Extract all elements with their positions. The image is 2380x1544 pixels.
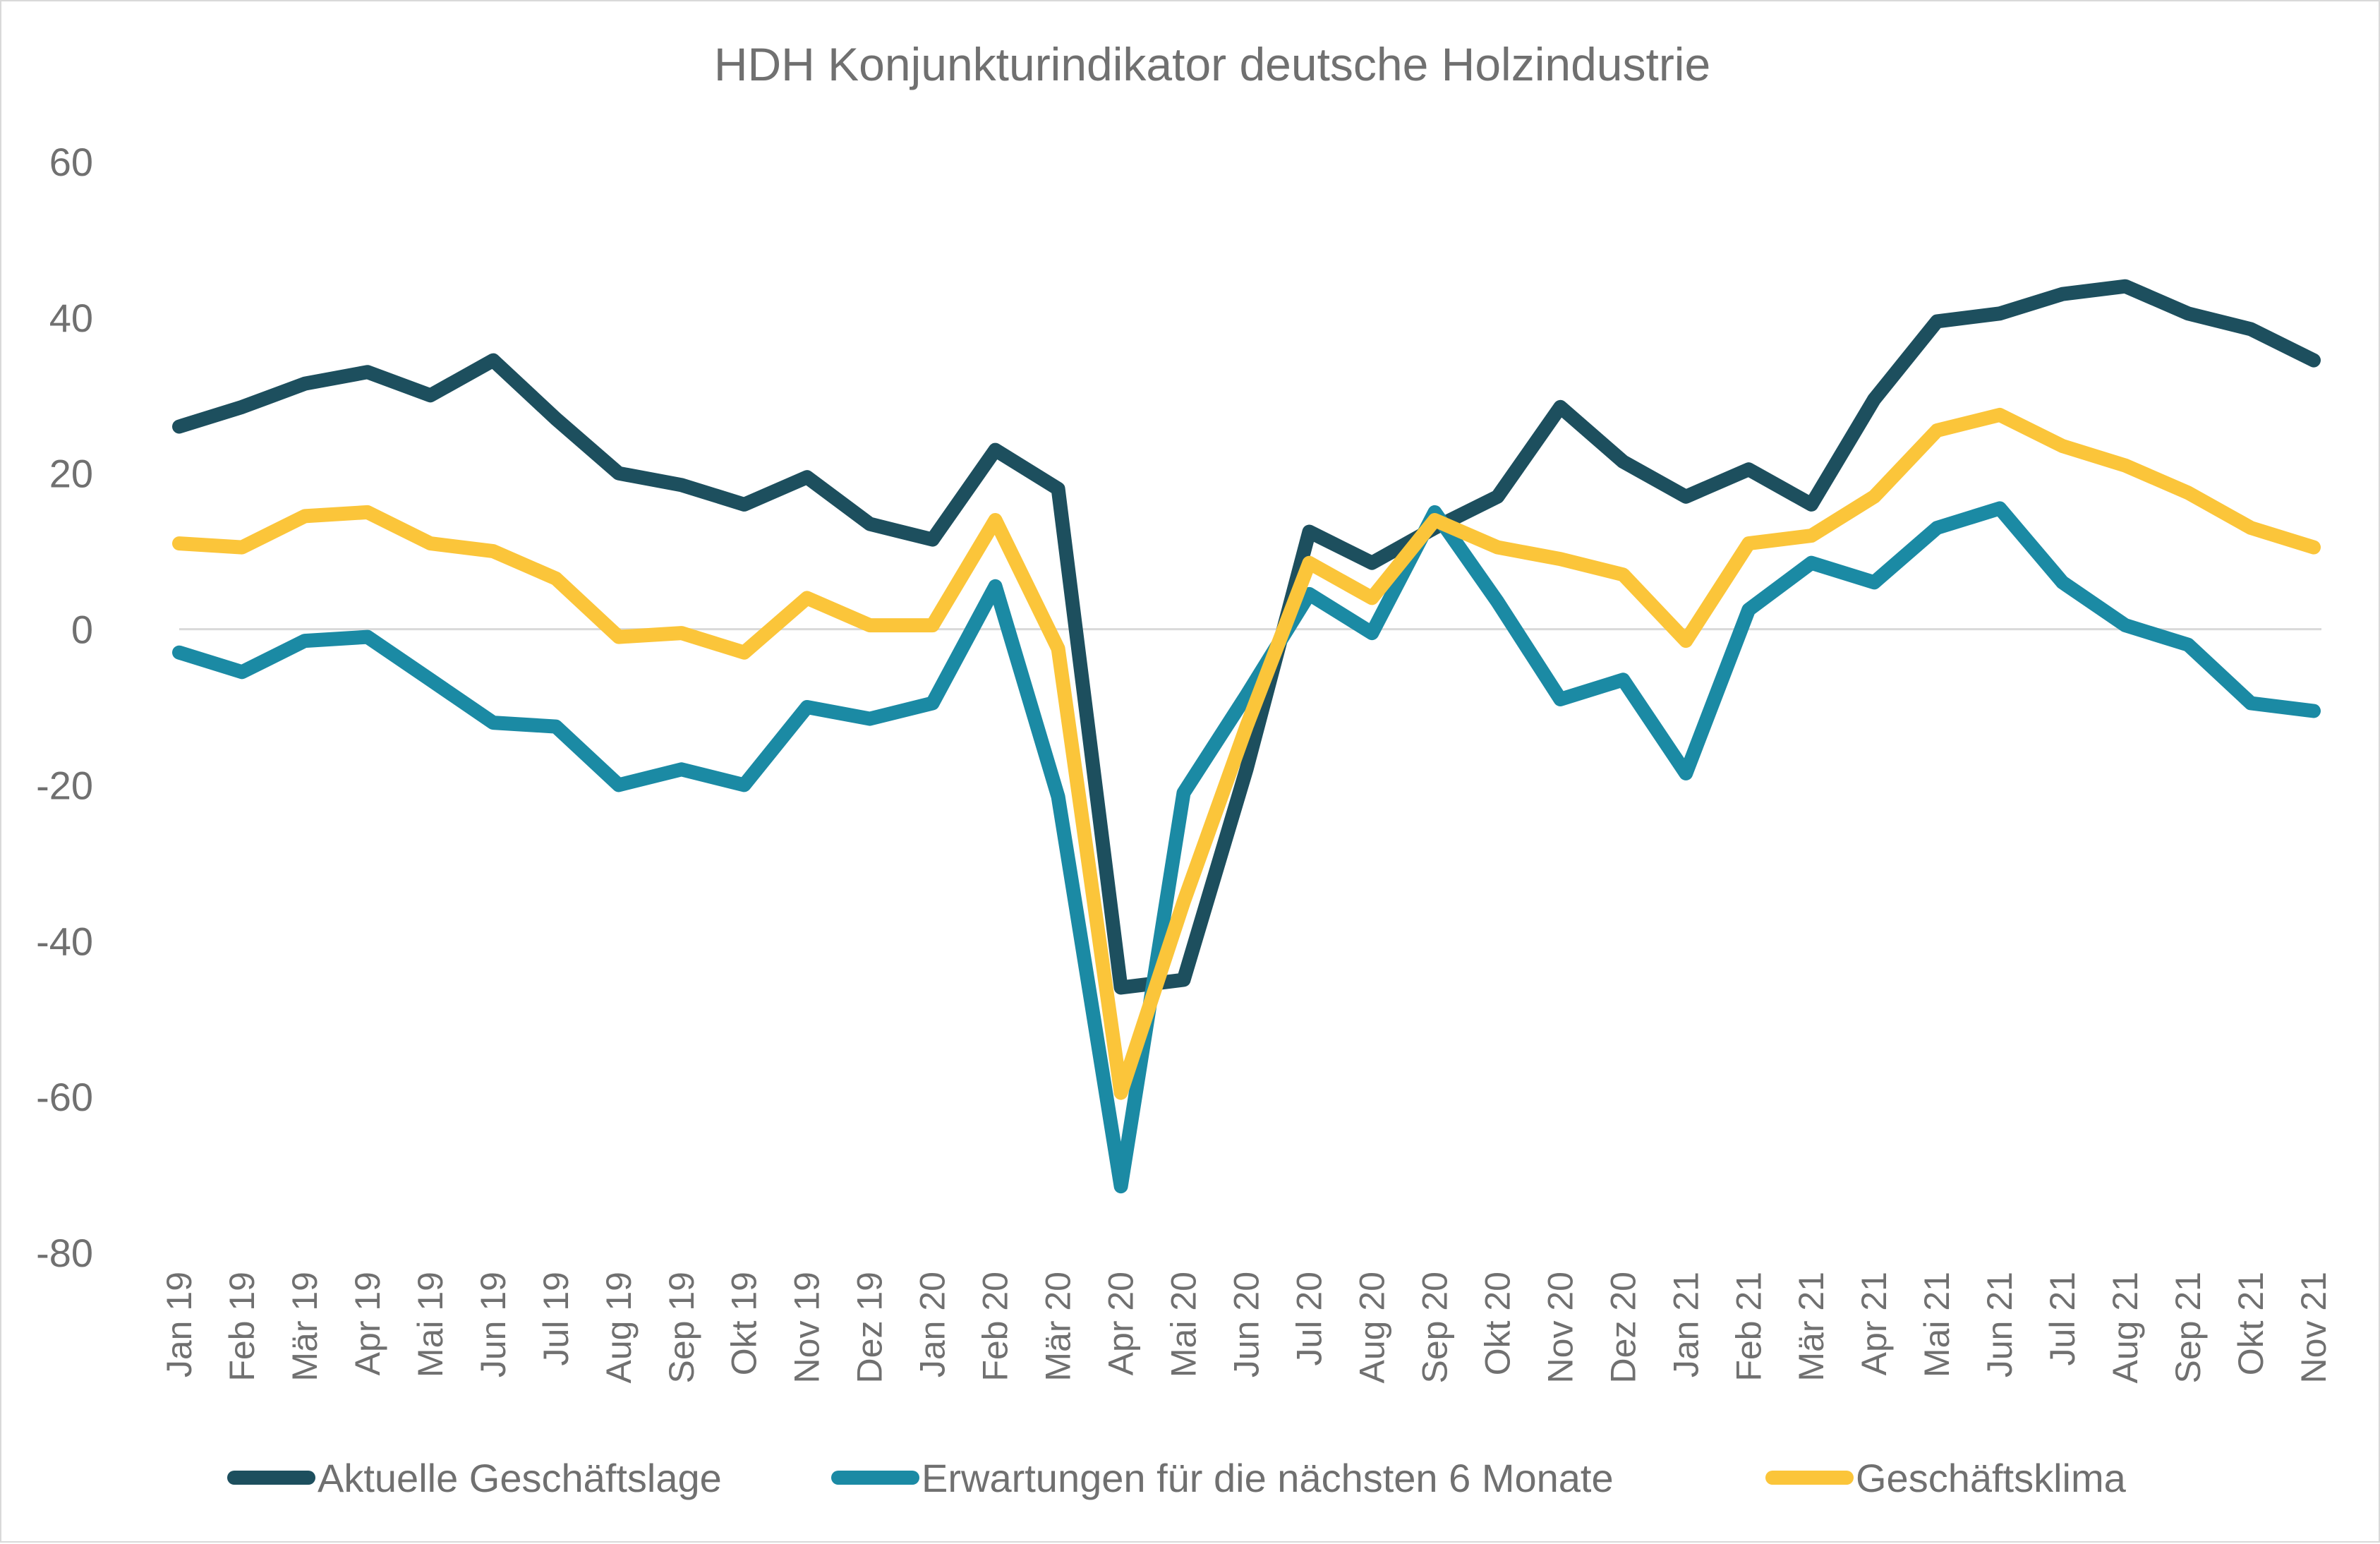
x-tick-label: Dez 20 — [1603, 1272, 1643, 1383]
y-tick-label: -40 — [36, 919, 93, 963]
chart-title: HDH Konjunkturindikator deutsche Holzind… — [714, 38, 1710, 90]
x-tick-label: Feb 19 — [222, 1272, 262, 1382]
legend-label-2: Erwartungen für die nächsten 6 Monate — [922, 1456, 1614, 1500]
x-tick-label: Nov 19 — [787, 1272, 827, 1383]
y-tick-label: 0 — [71, 608, 93, 652]
series-line-2 — [172, 501, 2321, 1194]
x-tick-label: Aug 21 — [2106, 1272, 2145, 1383]
y-tick-label: 20 — [49, 452, 93, 496]
x-tick-label: Sep 19 — [662, 1272, 701, 1383]
x-tick-label: Apr 20 — [1101, 1272, 1141, 1375]
legend-label-3: Geschäftsklima — [1856, 1456, 2127, 1500]
x-tick-label: Okt 21 — [2231, 1272, 2271, 1375]
x-tick-label: Feb 20 — [976, 1272, 1015, 1382]
x-tick-label: Aug 19 — [599, 1272, 639, 1383]
series-line-3 — [172, 407, 2321, 1100]
series-line-1 — [172, 279, 2321, 995]
x-tick-label: Nov 20 — [1540, 1272, 1580, 1383]
x-axis: Jan 19 Feb 19 Mär 19 Apr 19 Mai 19 Jun 19 Jul … — [159, 1272, 2333, 1383]
x-tick-label: Mär 21 — [1792, 1272, 1831, 1382]
x-tick-label: Sep 20 — [1415, 1272, 1454, 1383]
x-tick-label: Okt 20 — [1478, 1272, 1517, 1375]
x-tick-label: Jun 21 — [1980, 1272, 2019, 1377]
x-tick-label: Apr 19 — [348, 1272, 387, 1375]
x-tick-label: Jul 19 — [536, 1272, 576, 1365]
x-tick-label: Jan 20 — [913, 1272, 953, 1377]
x-tick-label: Jun 19 — [473, 1272, 513, 1377]
x-tick-label: Jan 19 — [159, 1272, 199, 1377]
x-tick-label: Mai 21 — [1917, 1272, 1957, 1377]
x-tick-label: Mai 20 — [1164, 1272, 1204, 1377]
x-tick-label: Feb 21 — [1729, 1272, 1768, 1382]
x-tick-label: Dez 19 — [850, 1272, 890, 1383]
x-tick-label: Mär 20 — [1039, 1272, 1078, 1382]
x-tick-label: Jul 20 — [1289, 1272, 1329, 1365]
x-tick-label: Nov 21 — [2294, 1272, 2333, 1383]
legend: Aktuelle Geschäftslage Erwartungen für di… — [227, 1456, 2127, 1500]
x-tick-label: Mai 19 — [411, 1272, 450, 1377]
legend-label-1: Aktuelle Geschäftslage — [318, 1456, 722, 1500]
y-tick-label: -80 — [36, 1231, 93, 1275]
x-tick-label: Sep 21 — [2168, 1272, 2208, 1383]
x-tick-label: Jan 21 — [1666, 1272, 1705, 1377]
y-tick-label: 60 — [49, 140, 93, 184]
x-tick-label: Jul 21 — [2043, 1272, 2082, 1365]
x-tick-label: Jun 20 — [1227, 1272, 1267, 1377]
x-tick-label: Mär 19 — [285, 1272, 325, 1382]
x-tick-label: Okt 19 — [725, 1272, 764, 1375]
series-lines — [172, 279, 2321, 1194]
x-tick-label: Apr 21 — [1854, 1272, 1894, 1375]
y-axis: 60 40 20 0 -20 -40 -60 -80 — [36, 140, 93, 1275]
y-tick-label: -60 — [36, 1075, 93, 1119]
x-tick-label: Aug 20 — [1352, 1272, 1391, 1383]
y-tick-label: -20 — [36, 763, 93, 807]
y-tick-label: 40 — [49, 296, 93, 340]
